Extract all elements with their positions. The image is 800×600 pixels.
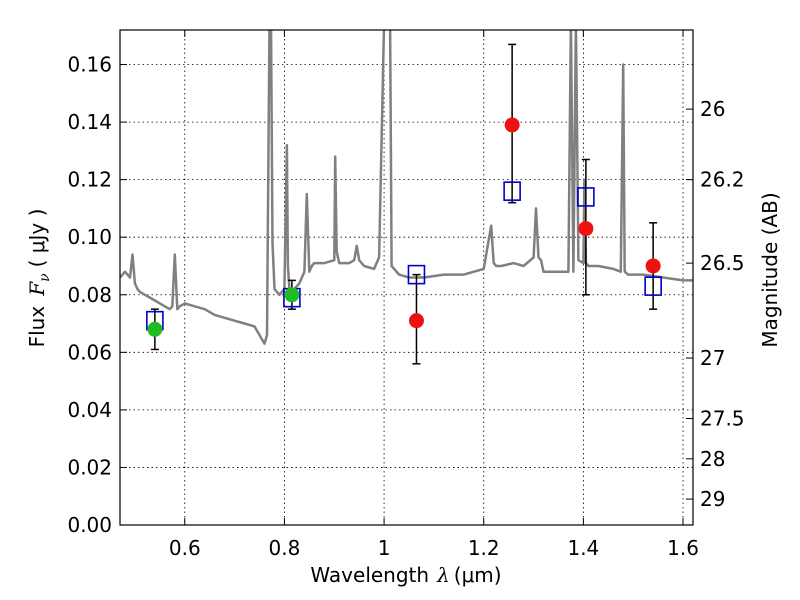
y2-tick-label: 26.2 (700, 168, 745, 192)
green-point (147, 321, 163, 337)
y-tick-labels: 0.00 0.02 0.04 0.06 0.08 0.10 0.12 0.14 0.16 (67, 53, 112, 537)
x-tick-label: 1.6 (667, 536, 699, 560)
x-tick-label: 0.8 (269, 536, 301, 560)
y2-tick-labels: 26 26.2 26.5 27 27.5 28 29 (700, 97, 745, 511)
x-tick-label: 1.2 (468, 536, 500, 560)
y-tick-label: 0.10 (67, 225, 112, 249)
red-point (645, 258, 661, 274)
y2-tick-label: 26.5 (700, 251, 745, 275)
model-square (407, 264, 426, 285)
y-tick-label: 0.00 (67, 513, 112, 537)
plot-frame (119, 29, 694, 526)
y-tick-label: 0.06 (67, 340, 112, 364)
x-tick-labels: 0.6 0.8 1 1.2 1.4 1.6 (169, 536, 699, 560)
x-axis-title: Wavelength λ (μm) (310, 563, 501, 587)
y2-tick-label: 27 (700, 346, 725, 370)
axis-ticks (120, 30, 693, 526)
spectrum-line (120, 30, 693, 345)
y-tick-label: 0.08 (67, 283, 112, 307)
y-axis-title: FluxFν( μJy ) (25, 209, 53, 348)
green-point (284, 287, 300, 303)
model-square (577, 187, 595, 207)
y-tick-label: 0.04 (67, 398, 112, 422)
y2-tick-label: 27.5 (700, 407, 745, 431)
y-tick-label: 0.02 (67, 455, 112, 479)
x-tick-label: 0.6 (169, 536, 201, 560)
x-tick-label: 1 (378, 536, 391, 560)
red-point (504, 117, 520, 133)
y-tick-label: 0.16 (67, 53, 112, 77)
model-square (644, 276, 662, 296)
y2-tick-label: 29 (700, 487, 725, 511)
y2-tick-label: 28 (700, 447, 725, 471)
y2-tick-label: 26 (700, 97, 725, 121)
x-tick-label: 1.4 (567, 536, 599, 560)
y2-axis-title: Magnitude (AB) (758, 192, 782, 347)
y-tick-label: 0.14 (67, 110, 112, 134)
red-point (408, 313, 424, 329)
red-point (578, 221, 594, 237)
model-square (503, 181, 521, 201)
plot-markers (146, 43, 662, 365)
y-tick-label: 0.12 (67, 168, 112, 192)
plot-data (120, 30, 693, 345)
